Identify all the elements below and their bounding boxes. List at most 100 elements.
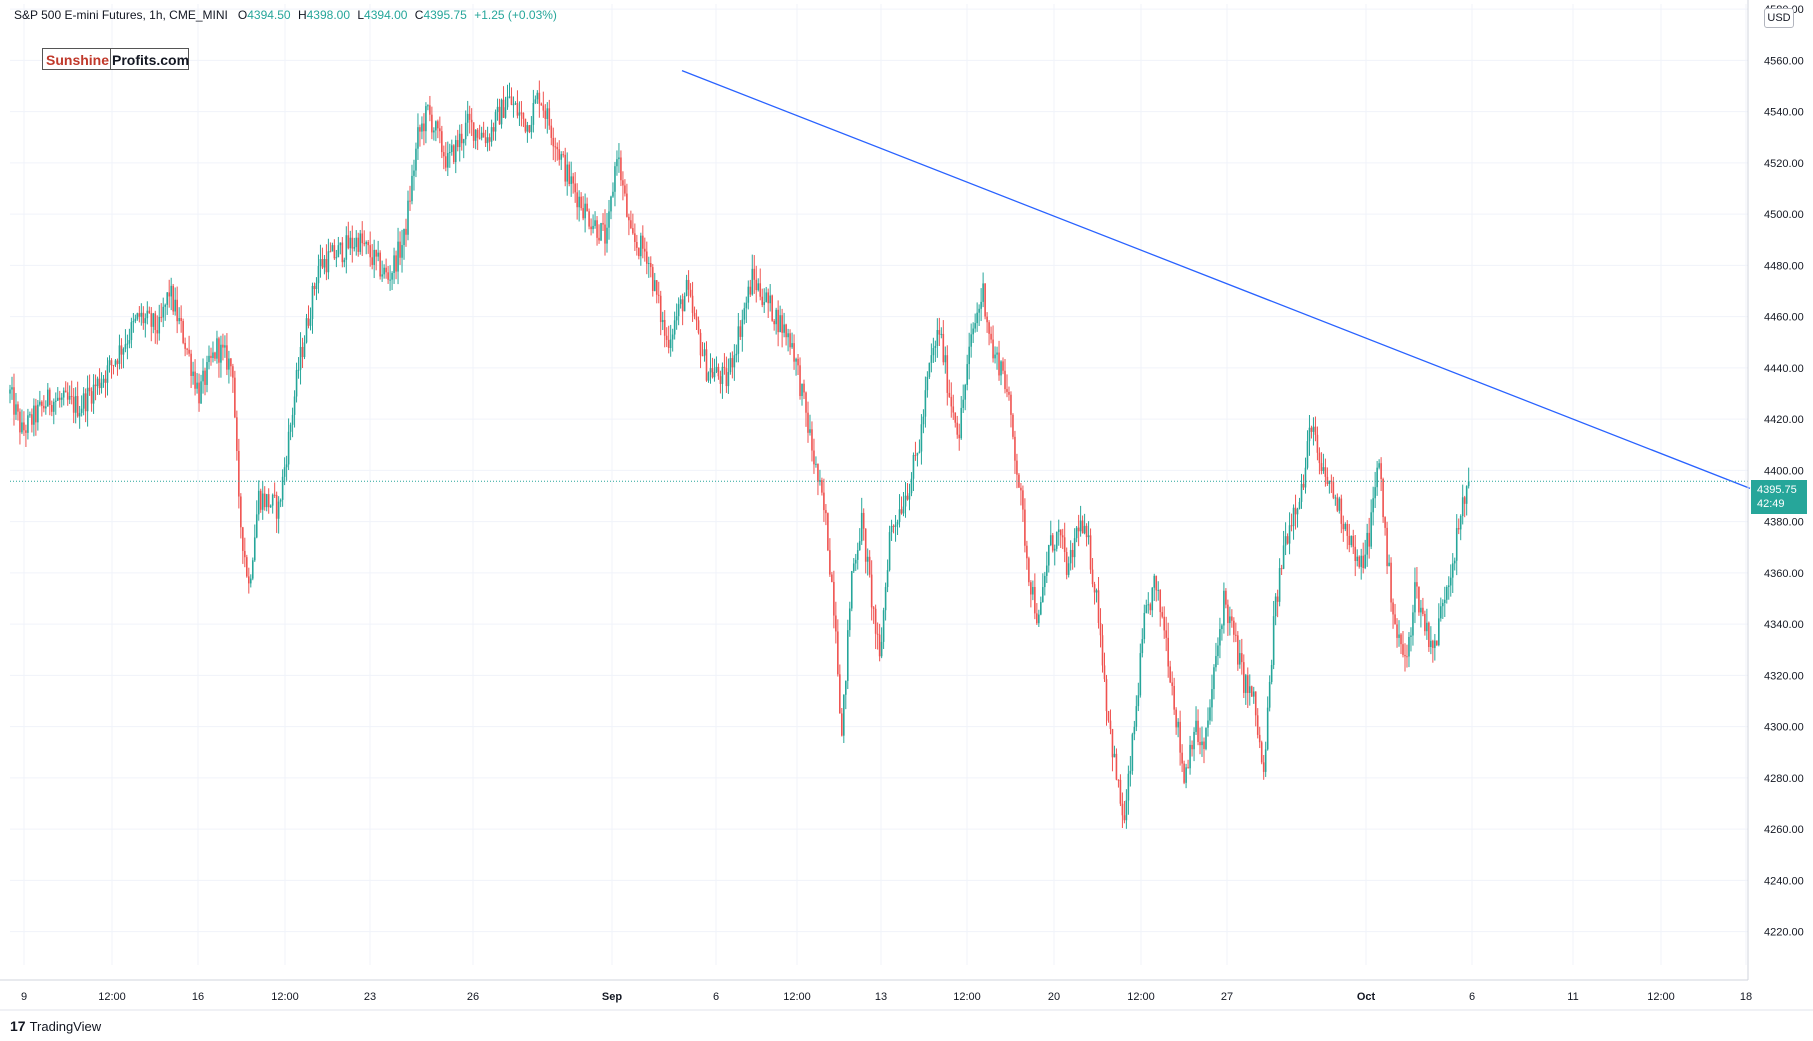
candle-body: [80, 408, 83, 413]
candle-body: [100, 382, 103, 389]
candle-body: [827, 513, 829, 551]
candle-body: [484, 137, 487, 144]
x-tick-label: 13: [875, 991, 887, 1003]
candle-body: [295, 370, 298, 397]
candle-body: [956, 422, 959, 435]
candle-body: [454, 140, 457, 163]
candle-body: [369, 245, 371, 258]
candle-body: [335, 257, 338, 259]
candle-body: [283, 467, 286, 477]
candle-body: [339, 242, 342, 246]
candle-body: [180, 317, 182, 322]
candle-body: [329, 251, 332, 253]
candle-body: [433, 130, 435, 133]
candle-body: [1246, 675, 1249, 693]
candle-body: [242, 527, 244, 551]
candle-body: [707, 372, 710, 381]
candle-body: [377, 252, 379, 257]
trendline-layer[interactable]: [681, 70, 1751, 489]
candle-body: [118, 345, 121, 364]
candle-body: [1410, 635, 1412, 637]
candle-body: [1165, 630, 1167, 638]
candle-body: [1010, 394, 1012, 415]
candle-body: [753, 268, 756, 280]
candle-body: [190, 353, 192, 376]
low-value: 4394.00: [364, 8, 408, 22]
candle-body: [534, 99, 537, 103]
candle-body: [574, 183, 576, 193]
candle-body: [854, 559, 857, 564]
candle-body: [667, 339, 670, 348]
candle-body: [1049, 535, 1052, 546]
candle-body: [665, 335, 668, 340]
candle-body: [371, 257, 373, 265]
candle-body: [546, 108, 549, 119]
candle-body: [562, 154, 565, 156]
candle-body: [1040, 602, 1042, 615]
candle-body: [1316, 434, 1319, 453]
candle-body: [1400, 634, 1402, 645]
y-tick-label: 4440.00: [1764, 363, 1804, 375]
candle-body: [918, 451, 921, 453]
candle-body: [1461, 497, 1464, 517]
candle-body: [246, 557, 248, 577]
x-tick-label: 12:00: [1647, 991, 1675, 1003]
candle-body: [823, 492, 825, 511]
candle-body: [439, 128, 441, 132]
x-tick-label: 12:00: [98, 991, 126, 1003]
candle-body: [458, 133, 461, 148]
tradingview-brand[interactable]: 17 TradingView: [10, 1018, 101, 1034]
candle-body: [417, 127, 419, 149]
candle-body: [952, 406, 955, 413]
candle-body: [651, 267, 654, 291]
candle-body: [850, 571, 853, 609]
candle-body: [634, 233, 636, 242]
candle-body: [872, 607, 875, 609]
symbol-title[interactable]: S&P 500 E-mini Futures, 1h, CME_MINI: [14, 8, 228, 22]
candle-body: [1111, 728, 1114, 758]
candle-body: [807, 412, 809, 433]
candle-body: [1384, 517, 1386, 528]
candle-body: [862, 512, 865, 529]
candle-body: [705, 349, 708, 381]
candle-body: [1141, 639, 1144, 654]
candle-body: [1326, 476, 1329, 485]
candle-body: [1191, 744, 1193, 750]
candle-body: [1356, 556, 1359, 561]
candle-body: [349, 237, 352, 249]
sunshine-profits-logo: Sunshine Profits.com: [42, 48, 189, 70]
candle-body: [474, 129, 477, 141]
candle-body: [124, 344, 127, 349]
candle-body: [343, 259, 346, 263]
candle-body: [960, 407, 963, 439]
candle-body: [835, 615, 837, 632]
candle-body: [839, 674, 841, 714]
x-axis[interactable]: 9 12:00 16 12:00 23 26 Sep 6 12:00 13 12:00 20 12:00…: [0, 979, 1813, 1011]
candle-body: [1420, 607, 1422, 613]
candle-body: [554, 146, 557, 148]
candle-body: [1358, 556, 1361, 567]
candle-body: [313, 285, 316, 290]
currency-button[interactable]: USD: [1764, 8, 1794, 28]
candle-body: [653, 280, 656, 291]
candle-body: [1022, 490, 1024, 510]
candle-body: [990, 333, 992, 340]
candle-body: [486, 137, 489, 144]
candle-body: [303, 342, 306, 358]
candle-body: [1334, 497, 1337, 499]
y-axis[interactable]: 4220.00 4240.00 4260.00 4280.00 4300.00 4320.…: [1747, 0, 1804, 980]
candle-body: [1185, 767, 1187, 783]
candle-body: [1354, 546, 1357, 561]
candle-body: [636, 241, 638, 248]
candle-body: [721, 366, 724, 384]
candle-body: [1254, 691, 1257, 716]
candle-body: [966, 364, 968, 385]
candle-body: [886, 570, 889, 588]
y-tick-label: 4360.00: [1764, 568, 1804, 580]
candle-body: [789, 333, 791, 348]
candle-body: [194, 371, 196, 389]
candle-body: [801, 383, 803, 396]
candle-body: [1187, 767, 1189, 769]
candle-body: [1457, 528, 1460, 530]
